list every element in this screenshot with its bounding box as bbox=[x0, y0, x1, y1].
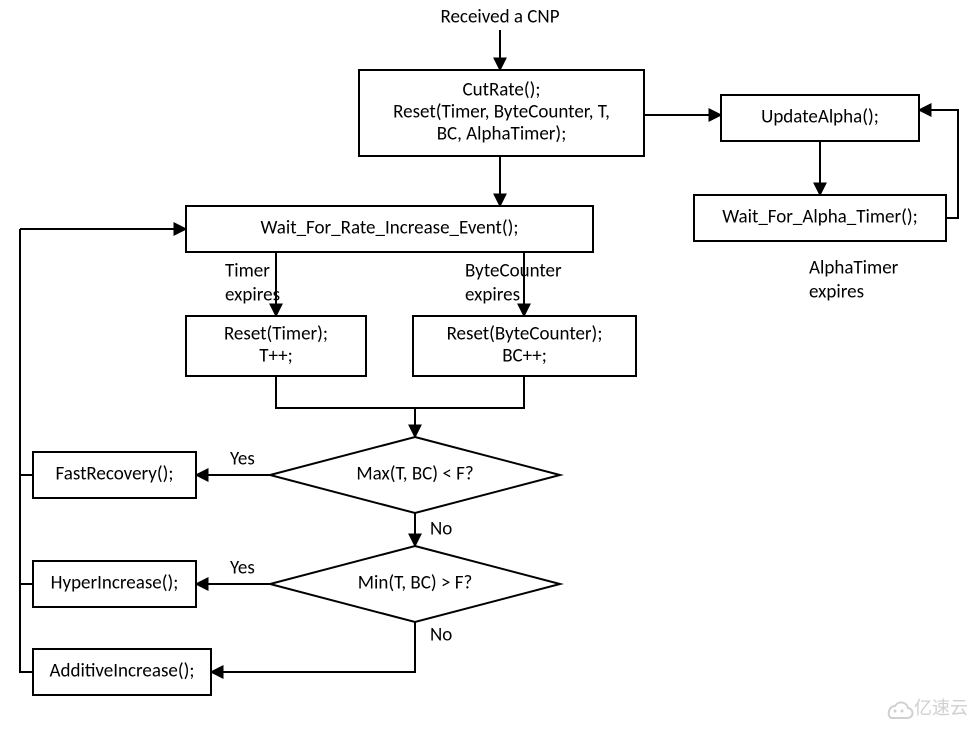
edge-label-3: AlphaTimer bbox=[809, 257, 899, 280]
edge-label2-6: expires bbox=[465, 284, 520, 307]
addinc-text-0: AdditiveIncrease(); bbox=[50, 660, 195, 683]
edge-label-10: Yes bbox=[230, 448, 255, 471]
edge-label2-3: expires bbox=[809, 281, 864, 304]
edge-label2-5: expires bbox=[225, 284, 280, 307]
dec1-text: Max(T, BC) < F? bbox=[356, 463, 473, 486]
start-label: Received a CNP bbox=[440, 6, 559, 29]
edge-label-13: No bbox=[430, 624, 452, 647]
waitalpha-text-0: Wait_For_Alpha_Timer(); bbox=[722, 206, 917, 229]
dec2-text: Min(T, BC) > F? bbox=[358, 572, 473, 595]
edge-addinc-loop-16 bbox=[20, 229, 33, 672]
hyperinc-text-0: HyperIncrease(); bbox=[51, 572, 179, 595]
cutrate-text-0: CutRate(); bbox=[463, 79, 541, 102]
fastrec-text-0: FastRecovery(); bbox=[56, 463, 174, 486]
watermark-text: 亿速云 bbox=[914, 697, 968, 719]
edge-resettimer-merge1-7 bbox=[276, 376, 415, 408]
updatealpha-text-0: UpdateAlpha(); bbox=[761, 106, 879, 129]
resetbyte-text-1: BC++; bbox=[502, 345, 547, 368]
edge-label-11: No bbox=[430, 518, 452, 541]
edge-hyperinc-loop-15 bbox=[20, 229, 33, 584]
resettimer-text-1: T++; bbox=[259, 345, 292, 368]
watermark-icon bbox=[889, 702, 913, 718]
cutrate-text-2: BC, AlphaTimer); bbox=[437, 123, 567, 146]
cutrate-text-1: Reset(Timer, ByteCounter, T, bbox=[393, 101, 610, 124]
edge-resetbyte-merge1-8 bbox=[415, 376, 524, 408]
waitrate-text-0: Wait_For_Rate_Increase_Event(); bbox=[261, 217, 519, 240]
resetbyte-text-0: Reset(ByteCounter); bbox=[447, 323, 603, 346]
edge-label-6: ByteCounter bbox=[465, 260, 562, 283]
edge-label-12: Yes bbox=[230, 557, 255, 580]
edge-label-5: Timer bbox=[225, 260, 270, 283]
edge-fastrec-loop-14 bbox=[20, 229, 33, 475]
resettimer-text-0: Reset(Timer); bbox=[224, 323, 328, 346]
edge-dec2-addinc-13 bbox=[211, 622, 415, 672]
